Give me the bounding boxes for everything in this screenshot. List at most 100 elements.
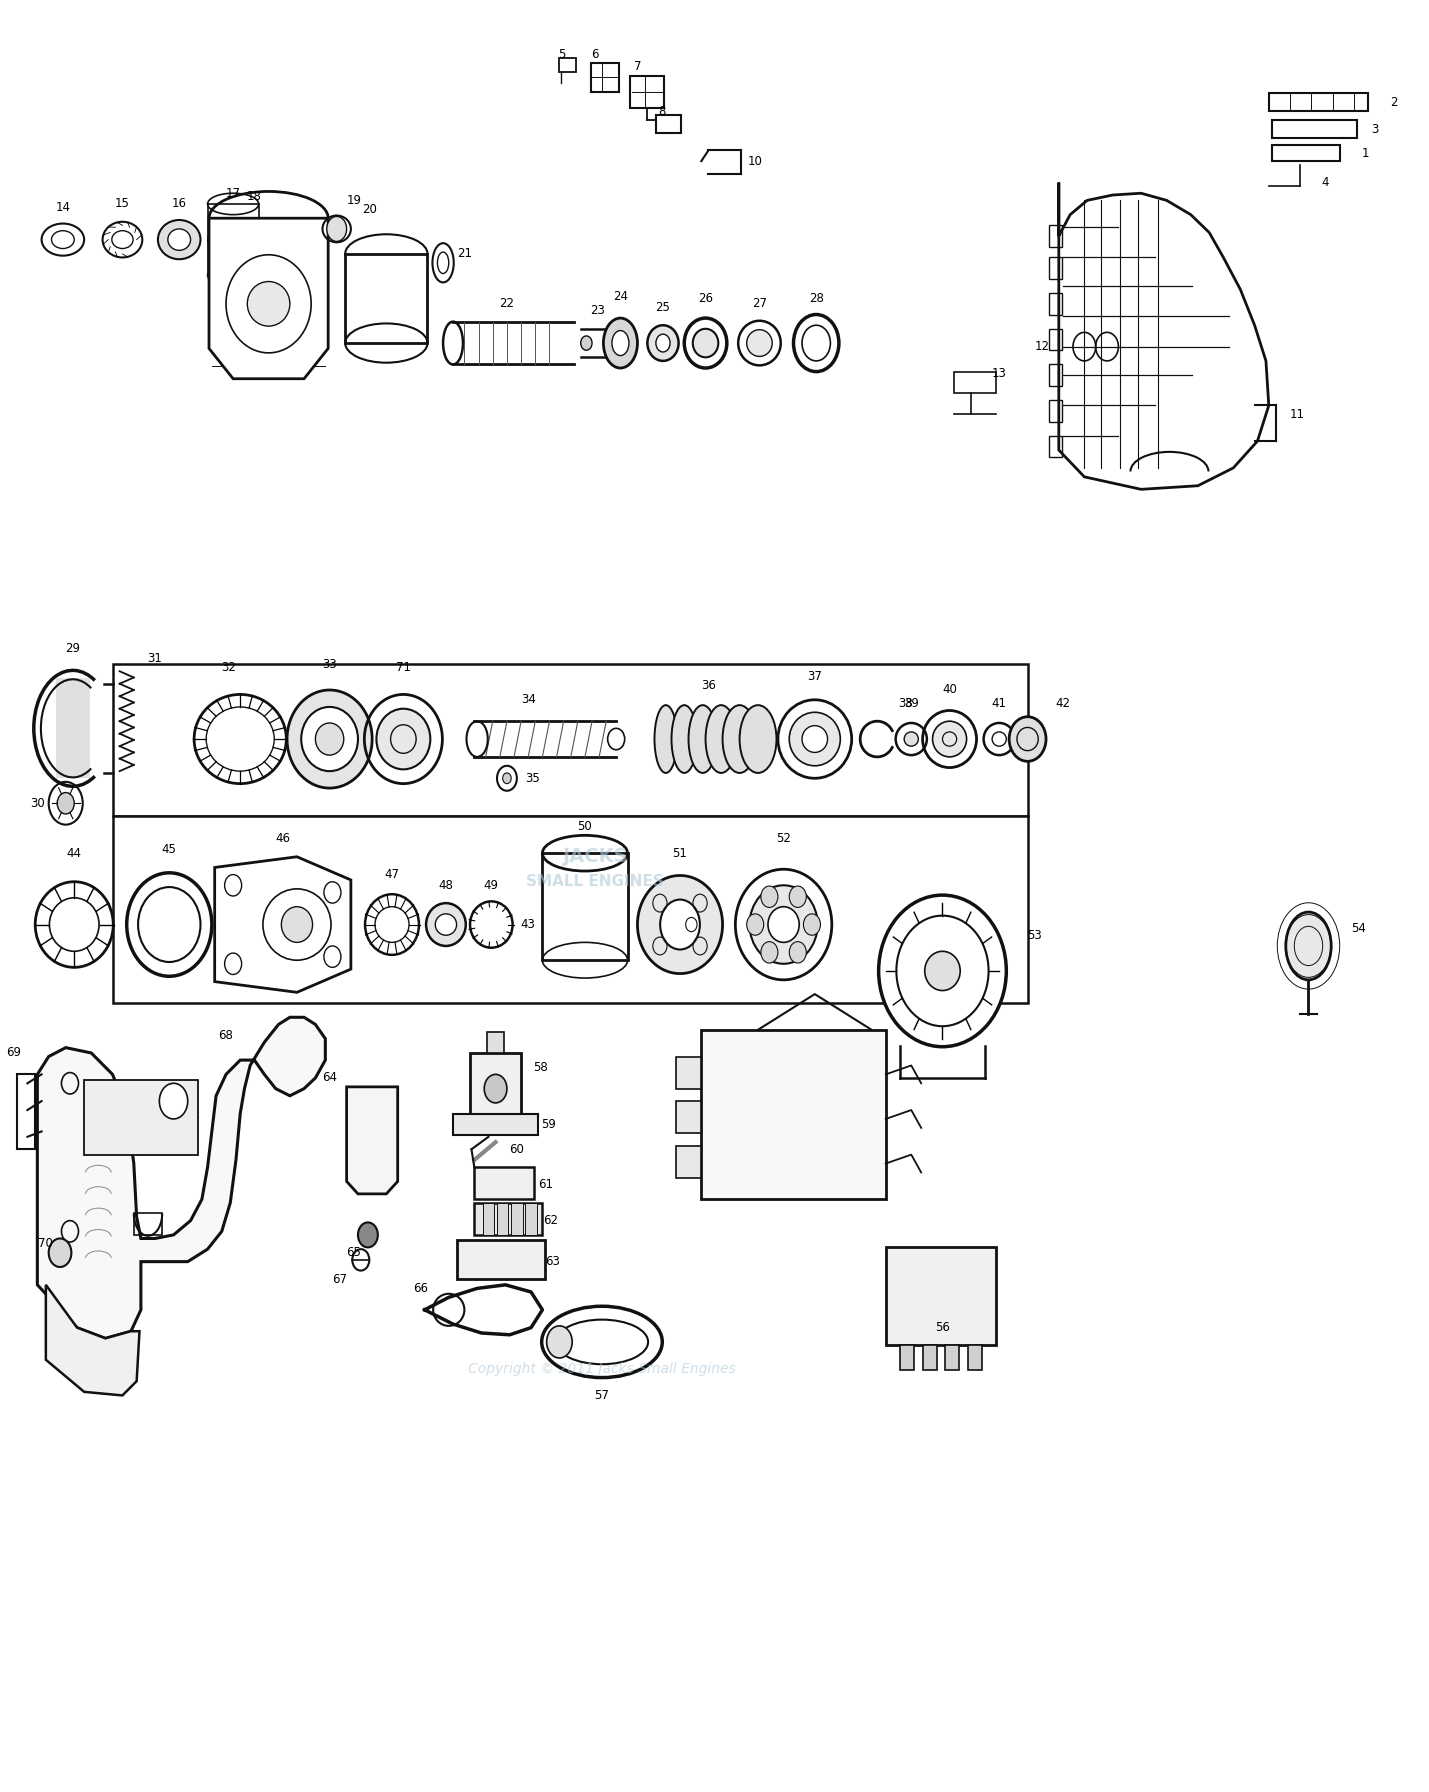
Ellipse shape: [689, 704, 717, 772]
Text: 30: 30: [30, 797, 44, 810]
Ellipse shape: [167, 229, 190, 251]
Text: 41: 41: [992, 697, 1006, 710]
Bar: [1269, 93, 1368, 111]
Circle shape: [327, 217, 347, 242]
Bar: [702, 1030, 886, 1199]
Bar: [656, 115, 682, 133]
Bar: [470, 1054, 522, 1124]
Bar: [453, 1113, 539, 1134]
Circle shape: [660, 900, 700, 950]
Text: 14: 14: [56, 201, 70, 213]
Polygon shape: [347, 1088, 397, 1193]
Bar: [1272, 145, 1340, 161]
Bar: [207, 204, 259, 276]
Text: 52: 52: [776, 833, 792, 846]
Text: 3: 3: [1372, 122, 1379, 136]
Circle shape: [747, 914, 763, 935]
Ellipse shape: [1009, 717, 1046, 762]
Ellipse shape: [879, 896, 1006, 1047]
Bar: [1049, 364, 1062, 385]
Bar: [1049, 328, 1062, 349]
Bar: [590, 63, 619, 91]
Ellipse shape: [706, 704, 737, 772]
Bar: [526, 1202, 537, 1235]
Text: 4: 4: [1322, 176, 1329, 188]
Bar: [559, 57, 576, 72]
Polygon shape: [37, 1018, 326, 1339]
Bar: [953, 371, 996, 392]
Ellipse shape: [547, 1326, 572, 1358]
Bar: [487, 1032, 504, 1054]
Ellipse shape: [750, 885, 817, 964]
Text: 49: 49: [484, 878, 499, 892]
Bar: [1049, 400, 1062, 421]
Text: 57: 57: [594, 1389, 609, 1401]
Polygon shape: [113, 665, 1027, 815]
Circle shape: [789, 885, 806, 907]
Bar: [676, 1057, 702, 1088]
Bar: [483, 1202, 494, 1235]
Text: 19: 19: [346, 194, 362, 206]
Ellipse shape: [376, 708, 430, 769]
Bar: [946, 1346, 959, 1371]
Text: 22: 22: [499, 297, 514, 310]
Bar: [474, 1202, 543, 1235]
Text: 62: 62: [543, 1215, 559, 1228]
Text: JACKS: JACKS: [562, 848, 627, 866]
Bar: [17, 1075, 34, 1149]
Text: 6: 6: [592, 48, 599, 61]
Polygon shape: [56, 679, 90, 778]
Text: 61: 61: [537, 1179, 553, 1192]
Text: 35: 35: [524, 772, 540, 785]
Text: 71: 71: [396, 661, 412, 674]
Ellipse shape: [789, 711, 840, 765]
Text: 54: 54: [1350, 921, 1366, 935]
Ellipse shape: [436, 914, 457, 935]
Text: 63: 63: [544, 1254, 560, 1269]
Ellipse shape: [603, 319, 637, 367]
Circle shape: [607, 728, 624, 749]
Text: 58: 58: [533, 1061, 549, 1073]
Bar: [512, 1202, 523, 1235]
Ellipse shape: [802, 726, 827, 753]
Text: 68: 68: [219, 1029, 233, 1041]
Circle shape: [503, 772, 512, 783]
Circle shape: [359, 1222, 377, 1247]
Ellipse shape: [656, 333, 670, 351]
Text: 50: 50: [577, 821, 593, 833]
Text: 70: 70: [39, 1236, 53, 1251]
Ellipse shape: [316, 722, 344, 754]
Text: 16: 16: [171, 197, 187, 210]
Polygon shape: [1059, 183, 1269, 489]
Ellipse shape: [693, 328, 719, 357]
Ellipse shape: [672, 704, 697, 772]
Ellipse shape: [747, 330, 772, 357]
Text: 8: 8: [657, 104, 666, 118]
Circle shape: [803, 914, 820, 935]
Bar: [474, 1167, 534, 1199]
Polygon shape: [543, 853, 627, 961]
Ellipse shape: [933, 720, 966, 756]
Text: 17: 17: [226, 186, 240, 199]
Bar: [676, 1145, 702, 1177]
Text: 66: 66: [413, 1281, 427, 1296]
Ellipse shape: [159, 220, 200, 260]
Ellipse shape: [925, 952, 960, 991]
Text: 20: 20: [362, 202, 377, 215]
Text: 60: 60: [509, 1143, 524, 1156]
Text: 46: 46: [276, 833, 290, 846]
Polygon shape: [46, 1285, 140, 1396]
Circle shape: [57, 792, 74, 814]
Circle shape: [49, 1238, 71, 1267]
Bar: [630, 75, 664, 108]
Ellipse shape: [426, 903, 466, 946]
Ellipse shape: [1286, 912, 1332, 980]
Ellipse shape: [723, 704, 756, 772]
Text: 2: 2: [1390, 95, 1398, 109]
Polygon shape: [113, 815, 1027, 1004]
Circle shape: [760, 885, 777, 907]
Text: 12: 12: [1035, 340, 1049, 353]
Text: 25: 25: [656, 301, 670, 314]
Ellipse shape: [637, 876, 723, 973]
Bar: [457, 1240, 546, 1279]
